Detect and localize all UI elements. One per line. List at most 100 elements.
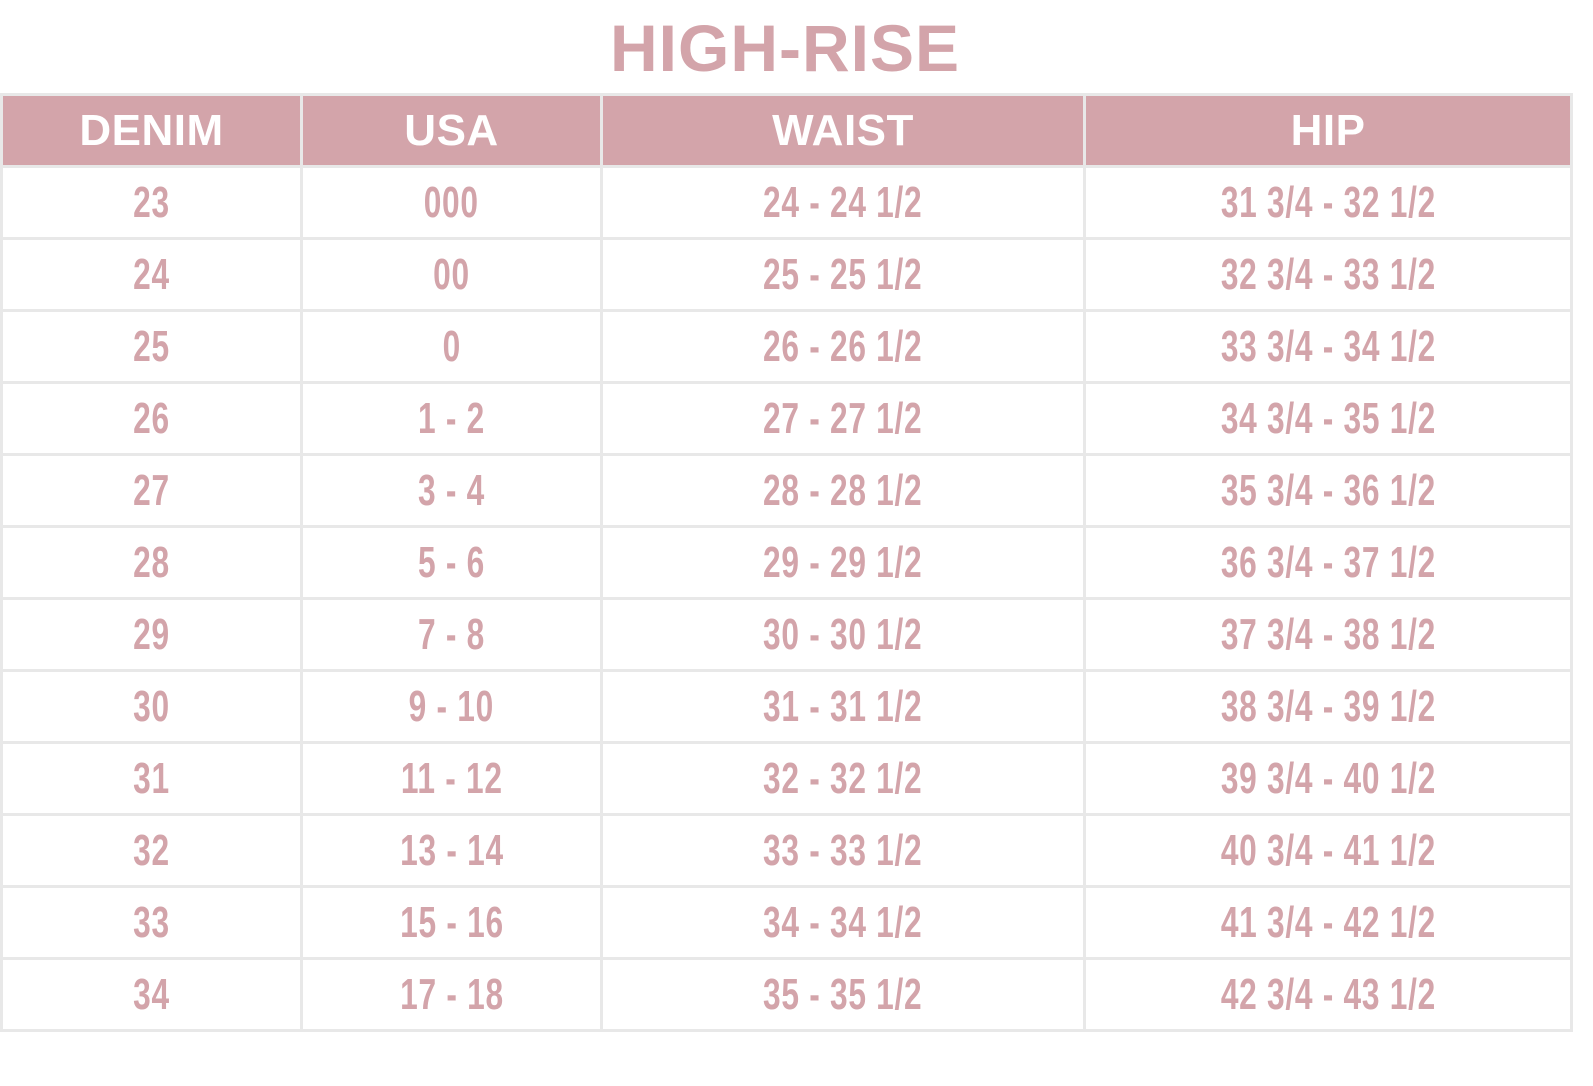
cell-denim: 34 (0, 957, 303, 1032)
cell-value: 39 3/4 - 40 1/2 (1220, 753, 1436, 803)
cell-value: 35 - 35 1/2 (763, 969, 923, 1019)
cell-value: 29 (133, 609, 170, 659)
cell-value: 31 (133, 753, 170, 803)
cell-value: 32 3/4 - 33 1/2 (1220, 249, 1436, 299)
cell-hip: 35 3/4 - 36 1/2 (1083, 453, 1573, 528)
cell-hip: 36 3/4 - 37 1/2 (1083, 525, 1573, 600)
cell-value: 28 - 28 1/2 (763, 465, 923, 515)
column-header-hip: HIP (1083, 93, 1573, 168)
cell-value: 31 - 31 1/2 (763, 681, 923, 731)
cell-usa: 7 - 8 (300, 597, 603, 672)
cell-usa: 5 - 6 (300, 525, 603, 600)
table-row: 29 7 - 8 30 - 30 1/2 37 3/4 - 38 1/2 (0, 597, 1573, 672)
cell-waist: 30 - 30 1/2 (600, 597, 1086, 672)
cell-value: 40 3/4 - 41 1/2 (1220, 825, 1436, 875)
cell-usa: 13 - 14 (300, 813, 603, 888)
cell-hip: 32 3/4 - 33 1/2 (1083, 237, 1573, 312)
cell-denim: 25 (0, 309, 303, 384)
cell-denim: 30 (0, 669, 303, 744)
cell-value: 32 (133, 825, 170, 875)
cell-value: 32 - 32 1/2 (763, 753, 923, 803)
cell-usa: 0 (300, 309, 603, 384)
cell-denim: 33 (0, 885, 303, 960)
cell-denim: 29 (0, 597, 303, 672)
cell-hip: 33 3/4 - 34 1/2 (1083, 309, 1573, 384)
cell-denim: 32 (0, 813, 303, 888)
cell-value: 26 (133, 393, 170, 443)
cell-hip: 37 3/4 - 38 1/2 (1083, 597, 1573, 672)
cell-value: 7 - 8 (417, 609, 485, 659)
cell-waist: 34 - 34 1/2 (600, 885, 1086, 960)
cell-hip: 42 3/4 - 43 1/2 (1083, 957, 1573, 1032)
cell-value: 27 (133, 465, 170, 515)
cell-hip: 31 3/4 - 32 1/2 (1083, 165, 1573, 240)
cell-value: 42 3/4 - 43 1/2 (1220, 969, 1436, 1019)
cell-value: 3 - 4 (417, 465, 485, 515)
page-title: HIGH-RISE (609, 11, 961, 85)
cell-usa: 00 (300, 237, 603, 312)
cell-value: 25 - 25 1/2 (763, 249, 923, 299)
table-row: 24 00 25 - 25 1/2 32 3/4 - 33 1/2 (0, 237, 1573, 312)
table-row: 26 1 - 2 27 - 27 1/2 34 3/4 - 35 1/2 (0, 381, 1573, 456)
column-header-usa: USA (300, 93, 603, 168)
cell-value: 31 3/4 - 32 1/2 (1220, 177, 1436, 227)
cell-denim: 31 (0, 741, 303, 816)
cell-value: 34 (133, 969, 170, 1019)
cell-denim: 26 (0, 381, 303, 456)
size-chart-table: DENIM USA WAIST HIP 23 000 24 - 24 1/2 31 3… (0, 93, 1573, 1032)
cell-waist: 24 - 24 1/2 (600, 165, 1086, 240)
cell-value: 23 (133, 177, 170, 227)
column-header-waist: WAIST (600, 93, 1086, 168)
cell-value: 000 (423, 177, 480, 227)
cell-value: 33 3/4 - 34 1/2 (1220, 321, 1436, 371)
cell-denim: 23 (0, 165, 303, 240)
cell-value: 38 3/4 - 39 1/2 (1220, 681, 1436, 731)
cell-value: 35 3/4 - 36 1/2 (1220, 465, 1436, 515)
table-row: 34 17 - 18 35 - 35 1/2 42 3/4 - 43 1/2 (0, 957, 1573, 1032)
cell-usa: 17 - 18 (300, 957, 603, 1032)
table-row: 31 11 - 12 32 - 32 1/2 39 3/4 - 40 1/2 (0, 741, 1573, 816)
column-header-denim: DENIM (0, 93, 303, 168)
cell-value: 13 - 14 (399, 825, 504, 875)
cell-value: 28 (133, 537, 170, 587)
cell-hip: 38 3/4 - 39 1/2 (1083, 669, 1573, 744)
cell-waist: 31 - 31 1/2 (600, 669, 1086, 744)
cell-denim: 24 (0, 237, 303, 312)
cell-waist: 28 - 28 1/2 (600, 453, 1086, 528)
cell-usa: 9 - 10 (300, 669, 603, 744)
table-row: 30 9 - 10 31 - 31 1/2 38 3/4 - 39 1/2 (0, 669, 1573, 744)
table-row: 32 13 - 14 33 - 33 1/2 40 3/4 - 41 1/2 (0, 813, 1573, 888)
cell-waist: 35 - 35 1/2 (600, 957, 1086, 1032)
cell-value: 34 3/4 - 35 1/2 (1220, 393, 1436, 443)
cell-value: 29 - 29 1/2 (763, 537, 923, 587)
cell-value: 17 - 18 (399, 969, 504, 1019)
cell-hip: 40 3/4 - 41 1/2 (1083, 813, 1573, 888)
cell-value: 24 (133, 249, 170, 299)
cell-value: 0 (442, 321, 461, 371)
cell-waist: 25 - 25 1/2 (600, 237, 1086, 312)
cell-value: 37 3/4 - 38 1/2 (1220, 609, 1436, 659)
cell-waist: 29 - 29 1/2 (600, 525, 1086, 600)
cell-denim: 27 (0, 453, 303, 528)
cell-usa: 000 (300, 165, 603, 240)
cell-usa: 1 - 2 (300, 381, 603, 456)
header-row: DENIM USA WAIST HIP (0, 93, 1573, 168)
cell-value: 41 3/4 - 42 1/2 (1220, 897, 1436, 947)
cell-value: 33 - 33 1/2 (763, 825, 923, 875)
cell-value: 33 (133, 897, 170, 947)
cell-value: 26 - 26 1/2 (763, 321, 923, 371)
cell-waist: 32 - 32 1/2 (600, 741, 1086, 816)
cell-value: 5 - 6 (417, 537, 485, 587)
cell-value: 1 - 2 (417, 393, 485, 443)
cell-hip: 39 3/4 - 40 1/2 (1083, 741, 1573, 816)
cell-value: 27 - 27 1/2 (763, 393, 923, 443)
cell-usa: 3 - 4 (300, 453, 603, 528)
table-row: 28 5 - 6 29 - 29 1/2 36 3/4 - 37 1/2 (0, 525, 1573, 600)
cell-value: 24 - 24 1/2 (763, 177, 923, 227)
cell-usa: 11 - 12 (300, 741, 603, 816)
table-row: 23 000 24 - 24 1/2 31 3/4 - 32 1/2 (0, 165, 1573, 240)
cell-hip: 34 3/4 - 35 1/2 (1083, 381, 1573, 456)
table-body: 23 000 24 - 24 1/2 31 3/4 - 32 1/2 24 00 25 - … (0, 165, 1573, 1032)
table-row: 33 15 - 16 34 - 34 1/2 41 3/4 - 42 1/2 (0, 885, 1573, 960)
cell-value: 30 - 30 1/2 (763, 609, 923, 659)
